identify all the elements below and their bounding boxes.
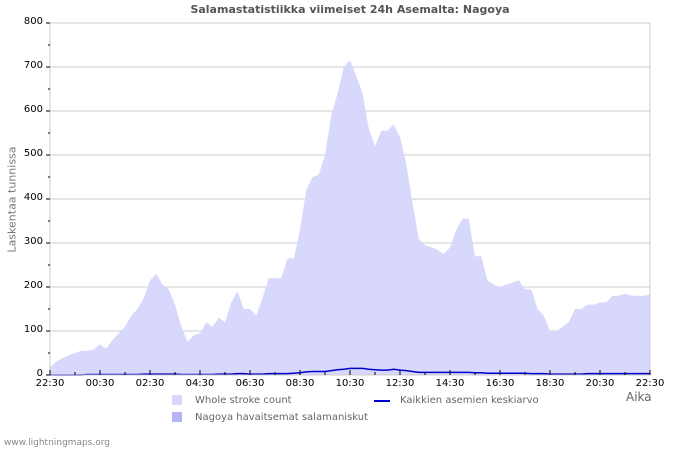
x-tick-label: 02:30 (135, 378, 165, 389)
whole-stroke-area (50, 60, 650, 376)
x-tick-label: 14:30 (435, 378, 465, 389)
x-tick-label: 10:30 (335, 378, 365, 389)
x-tick-label: 16:30 (485, 378, 515, 389)
x-tick-label: 08:30 (285, 378, 315, 389)
y-tick-label: 800 (23, 16, 43, 27)
y-tick-label: 500 (23, 148, 43, 159)
y-tick-label: 100 (23, 324, 43, 335)
x-tick-label: 04:30 (185, 378, 215, 389)
legend-label-station: Nagoya havaitsemat salamaniskut (195, 412, 369, 423)
y-tick-label: 600 (23, 104, 43, 115)
x-tick-label: 06:30 (235, 378, 265, 389)
legend-swatch-whole (172, 395, 182, 405)
x-axis-label: Aika (626, 390, 652, 404)
x-tick-label: 20:30 (585, 378, 615, 389)
legend-label-whole: Whole stroke count (195, 395, 292, 406)
legend-label-average: Kaikkien asemien keskiarvo (400, 395, 539, 406)
footer-link[interactable]: www.lightningmaps.org (4, 438, 110, 448)
legend-swatch-average (374, 400, 390, 402)
y-tick-label: 300 (23, 236, 43, 247)
y-tick-label: 700 (23, 60, 43, 71)
y-tick-label: 200 (23, 280, 43, 291)
x-tick-label: 18:30 (535, 378, 565, 389)
x-tick-label: 00:30 (85, 378, 115, 389)
legend-swatch-station (172, 412, 182, 422)
x-tick-label: 12:30 (385, 378, 415, 389)
y-tick-label: 0 (36, 368, 43, 379)
x-tick-label: 22:30 (35, 378, 65, 389)
y-tick-label: 400 (23, 192, 43, 203)
axis-ticks (46, 22, 651, 376)
x-tick-label: 22:30 (635, 378, 665, 389)
chart-title: Salamastatistiikka viimeiset 24h Asemalt… (190, 3, 510, 16)
